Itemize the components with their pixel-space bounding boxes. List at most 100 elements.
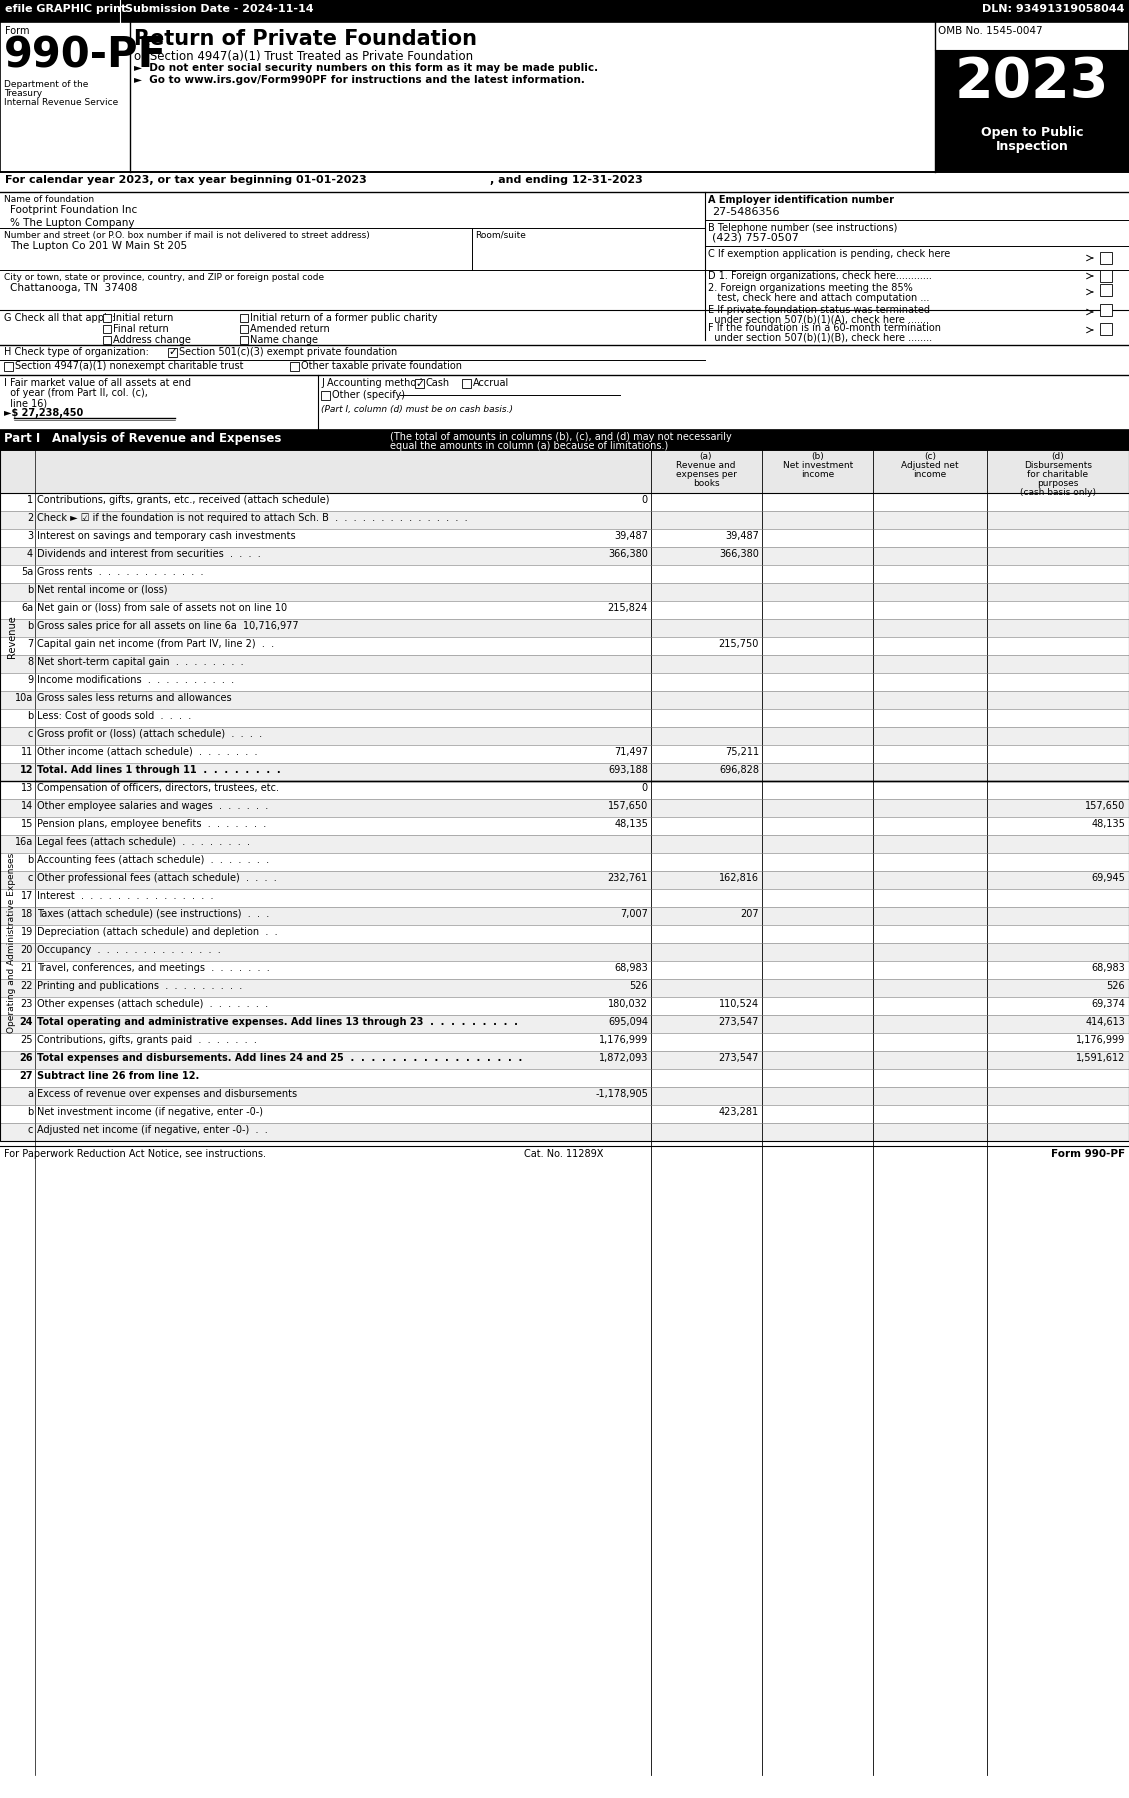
Text: 9: 9: [27, 674, 33, 685]
Text: 18: 18: [20, 910, 33, 919]
Text: For Paperwork Reduction Act Notice, see instructions.: For Paperwork Reduction Act Notice, see …: [5, 1149, 266, 1160]
Text: Accrual: Accrual: [473, 378, 509, 388]
Text: Revenue and: Revenue and: [676, 460, 736, 469]
Text: income: income: [913, 469, 946, 478]
Text: 19: 19: [20, 928, 33, 937]
Text: b: b: [27, 710, 33, 721]
Text: (d): (d): [1051, 451, 1065, 460]
Bar: [0, 1052, 1129, 1070]
Bar: [1100, 284, 1112, 297]
Text: Compensation of officers, directors, trustees, etc.: Compensation of officers, directors, tru…: [37, 782, 279, 793]
Text: Printing and publications  .  .  .  .  .  .  .  .  .: Printing and publications . . . . . . . …: [37, 982, 243, 991]
Text: Cash: Cash: [426, 378, 450, 388]
Text: DLN: 93491319058044: DLN: 93491319058044: [981, 4, 1124, 14]
Bar: [1100, 270, 1112, 282]
Text: ►  Do not enter social security numbers on this form as it may be made public.: ► Do not enter social security numbers o…: [134, 63, 598, 74]
Text: 695,094: 695,094: [609, 1018, 648, 1027]
Text: The Lupton Co 201 W Main St 205: The Lupton Co 201 W Main St 205: [10, 241, 187, 252]
Text: 157,650: 157,650: [1085, 800, 1124, 811]
Text: Other (specify): Other (specify): [332, 390, 405, 399]
Text: Total expenses and disbursements. Add lines 24 and 25  .  .  .  .  .  .  .  .  .: Total expenses and disbursements. Add li…: [37, 1054, 523, 1063]
Bar: [0, 726, 1129, 744]
Bar: [935, 50, 1129, 173]
Text: or Section 4947(a)(1) Trust Treated as Private Foundation: or Section 4947(a)(1) Trust Treated as P…: [134, 50, 473, 63]
Text: 6a: 6a: [20, 602, 33, 613]
Bar: [103, 325, 111, 333]
Text: Depreciation (attach schedule) and depletion  .  .: Depreciation (attach schedule) and deple…: [37, 928, 278, 937]
Bar: [1100, 252, 1112, 264]
Text: ✓: ✓: [415, 379, 423, 388]
Text: 23: 23: [20, 1000, 33, 1009]
Text: 3: 3: [27, 530, 33, 541]
Text: (Part I, column (d) must be on cash basis.): (Part I, column (d) must be on cash basi…: [321, 405, 513, 414]
Text: Inspection: Inspection: [996, 140, 1068, 153]
Text: 1,591,612: 1,591,612: [1076, 1054, 1124, 1063]
Text: ►  Go to www.irs.gov/Form990PF for instructions and the latest information.: ► Go to www.irs.gov/Form990PF for instru…: [134, 76, 585, 85]
Bar: [0, 1124, 1129, 1142]
Text: 48,135: 48,135: [614, 820, 648, 829]
Bar: [415, 379, 425, 388]
Text: 693,188: 693,188: [609, 764, 648, 775]
Text: 526: 526: [1106, 982, 1124, 991]
Text: Room/suite: Room/suite: [475, 230, 526, 239]
Text: Chattanooga, TN  37408: Chattanooga, TN 37408: [10, 282, 138, 293]
Text: G Check all that apply:: G Check all that apply:: [5, 313, 115, 324]
Text: 273,547: 273,547: [719, 1018, 759, 1027]
Text: 27-5486356: 27-5486356: [712, 207, 779, 218]
Text: Name of foundation: Name of foundation: [5, 194, 94, 203]
Bar: [0, 1016, 1129, 1034]
Text: 1,872,093: 1,872,093: [598, 1054, 648, 1063]
Text: Net investment: Net investment: [782, 460, 854, 469]
Text: Gross sales less returns and allowances: Gross sales less returns and allowances: [37, 692, 231, 703]
Text: Check ► ☑ if the foundation is not required to attach Sch. B  .  .  .  .  .  .  : Check ► ☑ if the foundation is not requi…: [37, 512, 467, 523]
Text: b: b: [27, 620, 33, 631]
Text: Treasury: Treasury: [5, 88, 42, 99]
Text: % The Lupton Company: % The Lupton Company: [10, 218, 134, 228]
Text: Other professional fees (attach schedule)  .  .  .  .: Other professional fees (attach schedule…: [37, 874, 277, 883]
Bar: [0, 430, 1129, 1142]
Text: 15: 15: [20, 820, 33, 829]
Bar: [0, 906, 1129, 924]
Text: 39,487: 39,487: [614, 530, 648, 541]
Text: 366,380: 366,380: [609, 548, 648, 559]
Text: Section 4947(a)(1) nonexempt charitable trust: Section 4947(a)(1) nonexempt charitable …: [15, 361, 244, 370]
Text: under section 507(b)(1)(B), check here ........: under section 507(b)(1)(B), check here .…: [708, 333, 933, 343]
Text: 12: 12: [19, 764, 33, 775]
Text: Gross rents  .  .  .  .  .  .  .  .  .  .  .  .: Gross rents . . . . . . . . . . . .: [37, 566, 203, 577]
Text: H Check type of organization:: H Check type of organization:: [5, 347, 149, 358]
Bar: [290, 361, 299, 370]
Text: 7: 7: [27, 638, 33, 649]
Text: (c): (c): [924, 451, 936, 460]
Text: ✓: ✓: [168, 347, 177, 358]
Text: Address change: Address change: [113, 334, 191, 345]
Text: Gross sales price for all assets on line 6a  10,716,977: Gross sales price for all assets on line…: [37, 620, 299, 631]
Text: Amended return: Amended return: [250, 324, 330, 334]
Text: E If private foundation status was terminated: E If private foundation status was termi…: [708, 306, 930, 315]
Text: Subtract line 26 from line 12.: Subtract line 26 from line 12.: [37, 1072, 199, 1081]
Text: b: b: [27, 584, 33, 595]
Text: Initial return of a former public charity: Initial return of a former public charit…: [250, 313, 438, 324]
Bar: [103, 336, 111, 343]
Text: Net investment income (if negative, enter -0-): Net investment income (if negative, ente…: [37, 1108, 263, 1117]
Text: Pension plans, employee benefits  .  .  .  .  .  .  .: Pension plans, employee benefits . . . .…: [37, 820, 266, 829]
Text: 16a: 16a: [15, 838, 33, 847]
Text: Revenue: Revenue: [7, 615, 17, 658]
Text: 423,281: 423,281: [719, 1108, 759, 1117]
Text: I Fair market value of all assets at end: I Fair market value of all assets at end: [5, 378, 191, 388]
Text: 2. Foreign organizations meeting the 85%: 2. Foreign organizations meeting the 85%: [708, 282, 912, 293]
Text: 22: 22: [20, 982, 33, 991]
Text: 696,828: 696,828: [719, 764, 759, 775]
Text: ►$ 27,238,450: ►$ 27,238,450: [5, 408, 84, 417]
Bar: [1100, 304, 1112, 316]
Bar: [0, 1088, 1129, 1106]
Text: 1,176,999: 1,176,999: [1076, 1036, 1124, 1045]
Text: purposes: purposes: [1038, 478, 1078, 487]
Bar: [0, 619, 1129, 636]
Text: Department of the: Department of the: [5, 79, 88, 88]
Text: Adjusted net income (if negative, enter -0-)  .  .: Adjusted net income (if negative, enter …: [37, 1126, 268, 1135]
Text: 69,374: 69,374: [1091, 1000, 1124, 1009]
Text: For calendar year 2023, or tax year beginning 01-01-2023: For calendar year 2023, or tax year begi…: [5, 174, 367, 185]
Text: Less: Cost of goods sold  .  .  .  .: Less: Cost of goods sold . . . .: [37, 710, 191, 721]
Bar: [240, 315, 248, 322]
Text: 13: 13: [20, 782, 33, 793]
